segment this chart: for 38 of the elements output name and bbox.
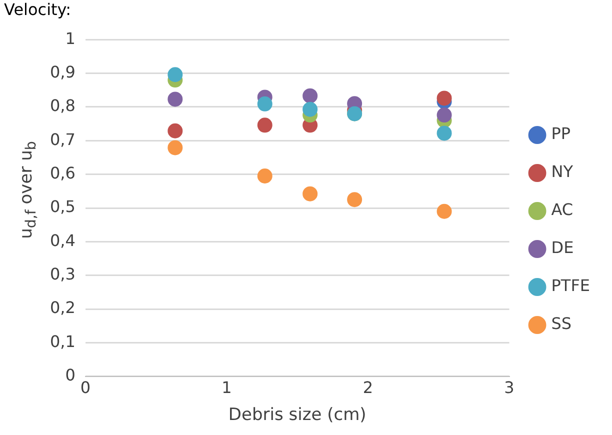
point	[257, 96, 272, 112]
y-tick-label: 0,1	[50, 332, 76, 351]
point	[168, 140, 183, 156]
point	[302, 186, 318, 202]
y-tick-label: 1	[65, 28, 76, 48]
x-tick-label: 3	[504, 378, 514, 398]
y-tick-label: 0,9	[50, 62, 76, 82]
point	[168, 67, 183, 82]
legend-label: PP	[551, 124, 571, 144]
point	[302, 102, 318, 117]
point	[168, 92, 183, 107]
x-tick-label: 1	[222, 378, 232, 398]
legend-label: AC	[551, 200, 574, 220]
point	[257, 118, 272, 133]
y-tick-label: 0,4	[50, 230, 76, 250]
legend-label: SS	[551, 314, 572, 334]
legend-label: PTFE	[551, 276, 590, 296]
chart-title: Velocity:	[4, 0, 71, 19]
y-tick-label: 0,6	[50, 163, 76, 182]
y-tick-label: 0	[65, 366, 76, 385]
y-tick-label: 0,2	[50, 298, 76, 318]
point	[168, 123, 183, 138]
point	[347, 192, 362, 208]
point	[436, 204, 452, 219]
point	[436, 90, 452, 106]
point	[302, 88, 318, 104]
y-tick-label: 0,7	[50, 130, 76, 149]
y-tick-label: 0,3	[50, 264, 76, 284]
point	[436, 108, 452, 123]
x-tick-label: 0	[80, 378, 91, 398]
point	[436, 126, 452, 141]
legend-label: NY	[551, 162, 574, 182]
x-tick-label: 2	[362, 378, 374, 398]
legend-label: DE	[551, 238, 574, 258]
y-tick-label: 0,8	[50, 96, 76, 116]
point	[257, 168, 272, 184]
x-axis-title: Debris size (cm)	[228, 405, 366, 426]
y-tick-label: 0,5	[50, 197, 76, 216]
